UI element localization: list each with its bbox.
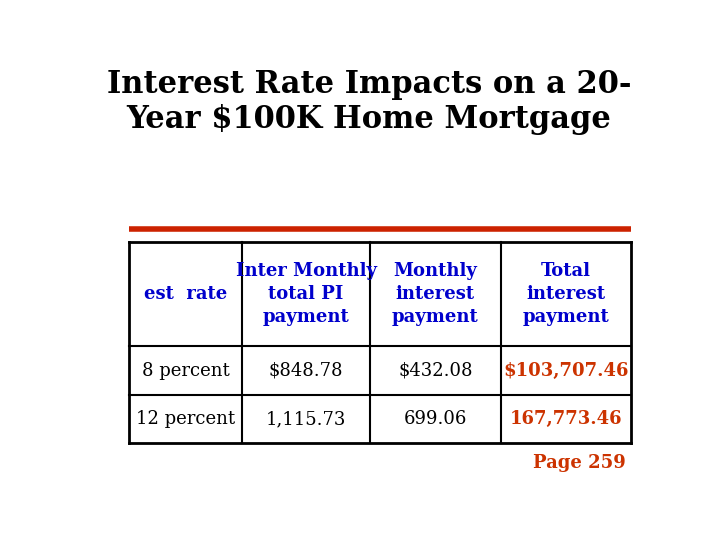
Text: 12 percent: 12 percent: [136, 410, 235, 428]
Text: Inter Monthly
total PI
payment: Inter Monthly total PI payment: [235, 262, 377, 326]
Text: $103,707.46: $103,707.46: [503, 362, 629, 380]
Text: Total
interest
payment: Total interest payment: [523, 262, 609, 326]
Text: est  rate: est rate: [144, 285, 228, 303]
Text: $432.08: $432.08: [398, 362, 472, 380]
Text: 167,773.46: 167,773.46: [510, 410, 622, 428]
Text: Interest Rate Impacts on a 20-
Year $100K Home Mortgage: Interest Rate Impacts on a 20- Year $100…: [107, 69, 631, 134]
Text: 8 percent: 8 percent: [142, 362, 230, 380]
Text: Monthly
interest
payment: Monthly interest payment: [392, 262, 479, 326]
Text: Page 259: Page 259: [533, 454, 626, 472]
Text: $848.78: $848.78: [269, 362, 343, 380]
Text: 1,115.73: 1,115.73: [266, 410, 346, 428]
Text: 699.06: 699.06: [404, 410, 467, 428]
